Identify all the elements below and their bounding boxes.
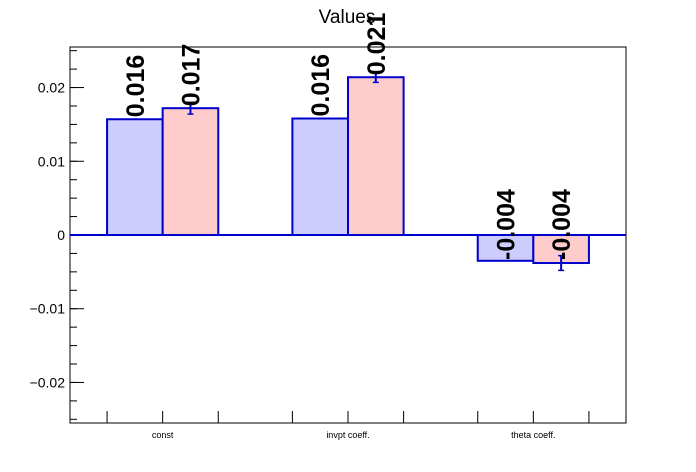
data-label: 0.021: [363, 13, 391, 76]
y-tick-label: 0.01: [38, 153, 65, 169]
data-label: 0.016: [307, 54, 335, 117]
y-tick-label: −0.01: [30, 301, 66, 317]
y-tick-label: −0.02: [30, 374, 66, 390]
bar: [161, 107, 220, 236]
label-layer: const invpt coeff. theta coeff. 0.016 0.016 -…: [122, 13, 576, 440]
data-label: -0.004: [493, 189, 521, 260]
bar: [347, 76, 405, 236]
category-label: const: [152, 430, 174, 440]
data-label: -0.004: [548, 189, 576, 260]
bar-layer: [70, 71, 626, 272]
bar: [106, 118, 164, 236]
bar: [291, 117, 349, 236]
axis-layer: −0.02 −0.01 0 0.01 0.02: [30, 50, 590, 423]
chart-title: Values: [319, 7, 376, 28]
category-label: invpt coeff.: [326, 430, 369, 440]
category-label: theta coeff.: [511, 430, 555, 440]
bar: [476, 234, 535, 262]
data-label: 0.017: [177, 44, 205, 107]
y-tick-label: 0: [57, 227, 65, 243]
data-label: 0.016: [122, 55, 150, 118]
y-tick-label: 0.02: [38, 80, 65, 96]
